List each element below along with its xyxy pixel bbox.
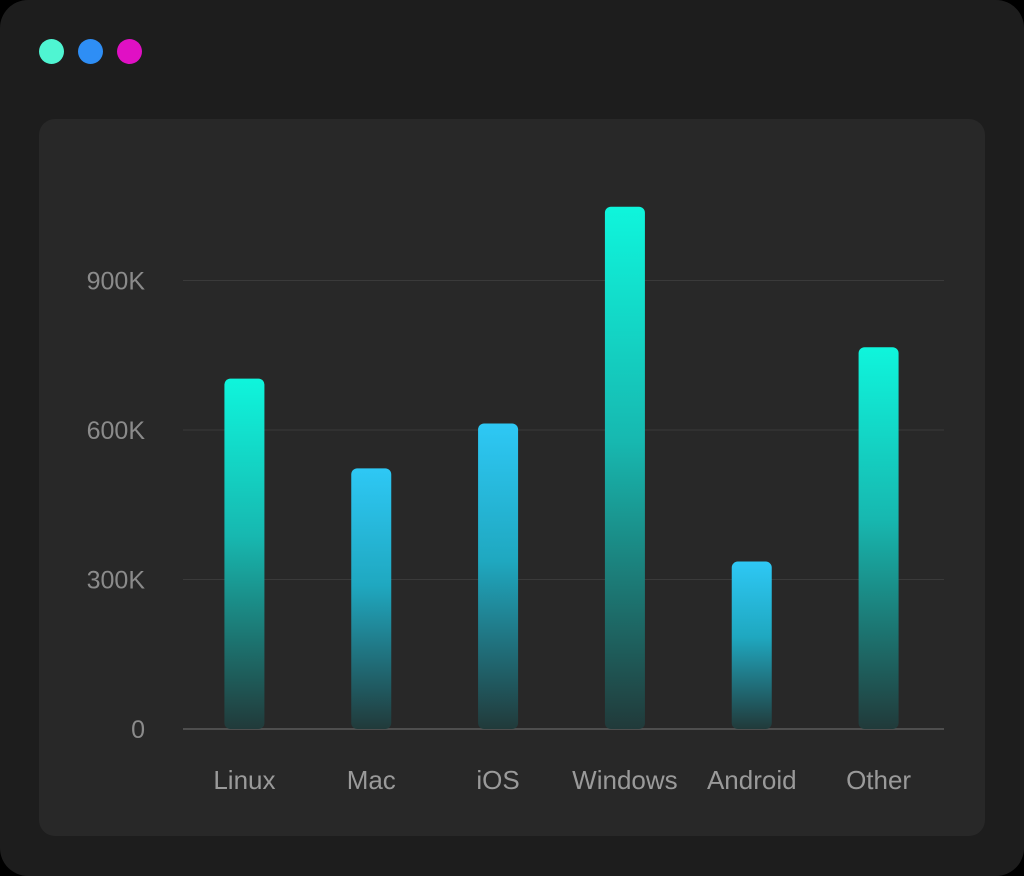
bar-chart: 0 300K 600K 900K Linux Mac iOS Windows Android O…	[87, 206, 944, 795]
close-dot-icon[interactable]	[39, 39, 64, 64]
y-tick-label: 600K	[87, 417, 146, 445]
bar-ios[interactable]	[478, 423, 519, 729]
x-tick-label: iOS	[476, 765, 519, 795]
bar-other[interactable]	[858, 347, 899, 729]
bar-mac[interactable]	[351, 468, 392, 729]
y-tick-label: 300K	[87, 567, 146, 595]
x-tick-label: Windows	[572, 765, 677, 795]
window-controls	[39, 39, 142, 64]
x-axis-labels: Linux Mac iOS Windows Android Other	[213, 765, 911, 795]
minimize-dot-icon[interactable]	[78, 39, 103, 64]
y-tick-label: 900K	[87, 268, 146, 296]
x-tick-label: Linux	[213, 765, 275, 795]
bar-linux[interactable]	[224, 378, 265, 729]
bar-android[interactable]	[731, 561, 772, 729]
y-tick-label: 0	[131, 716, 145, 744]
maximize-dot-icon[interactable]	[117, 39, 142, 64]
x-tick-label: Other	[846, 765, 911, 795]
x-tick-label: Mac	[347, 765, 396, 795]
bars	[224, 206, 899, 729]
chart-panel: 0 300K 600K 900K Linux Mac iOS Windows Android O…	[39, 119, 985, 836]
gridlines	[183, 280, 944, 730]
bar-windows[interactable]	[604, 206, 645, 729]
x-tick-label: Android	[707, 765, 797, 795]
y-axis-labels: 0 300K 600K 900K	[87, 268, 146, 745]
